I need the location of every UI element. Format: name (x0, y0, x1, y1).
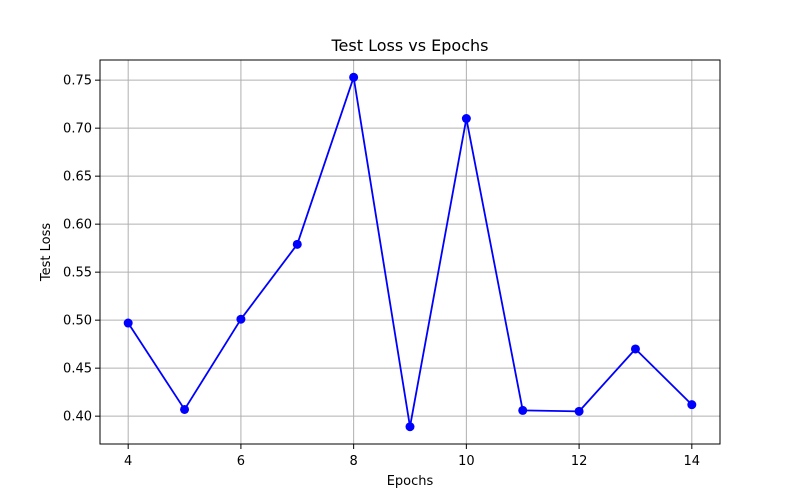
y-tick-label: 0.60 (63, 218, 92, 233)
x-tick-label: 12 (571, 454, 588, 469)
x-tick-label: 4 (124, 454, 132, 469)
y-axis-ticks: 0.40 0.45 0.50 0.55 0.60 0.65 0.70 0.75 (63, 74, 100, 425)
data-point (292, 239, 302, 249)
series-group (123, 72, 697, 432)
y-tick-label: 0.65 (63, 170, 92, 185)
x-tick-label: 10 (458, 454, 475, 469)
y-tick-label: 0.55 (63, 266, 92, 281)
x-axis-ticks: 4 6 8 10 12 14 (124, 444, 700, 469)
x-tick-label: 8 (349, 454, 357, 469)
data-point (180, 404, 190, 414)
data-point (687, 400, 697, 410)
y-axis-label: Test Loss (39, 223, 54, 282)
data-point (461, 114, 471, 124)
plot-frame (99, 59, 721, 445)
data-point (236, 314, 246, 324)
x-tick-label: 6 (237, 454, 245, 469)
y-tick-label: 0.40 (63, 410, 92, 425)
y-tick-label: 0.70 (63, 122, 92, 137)
y-tick-label: 0.45 (63, 362, 92, 377)
y-tick-label: 0.75 (63, 74, 92, 89)
data-point (574, 406, 584, 416)
data-point (349, 72, 359, 82)
data-point (630, 344, 640, 354)
data-point (518, 405, 528, 415)
grid (100, 60, 720, 444)
x-axis-label: Epochs (387, 474, 434, 489)
y-tick-label: 0.50 (63, 314, 92, 329)
chart-title: Test Loss vs Epochs (331, 36, 489, 55)
data-point (123, 318, 133, 328)
x-tick-label: 14 (684, 454, 701, 469)
data-point (405, 422, 415, 432)
